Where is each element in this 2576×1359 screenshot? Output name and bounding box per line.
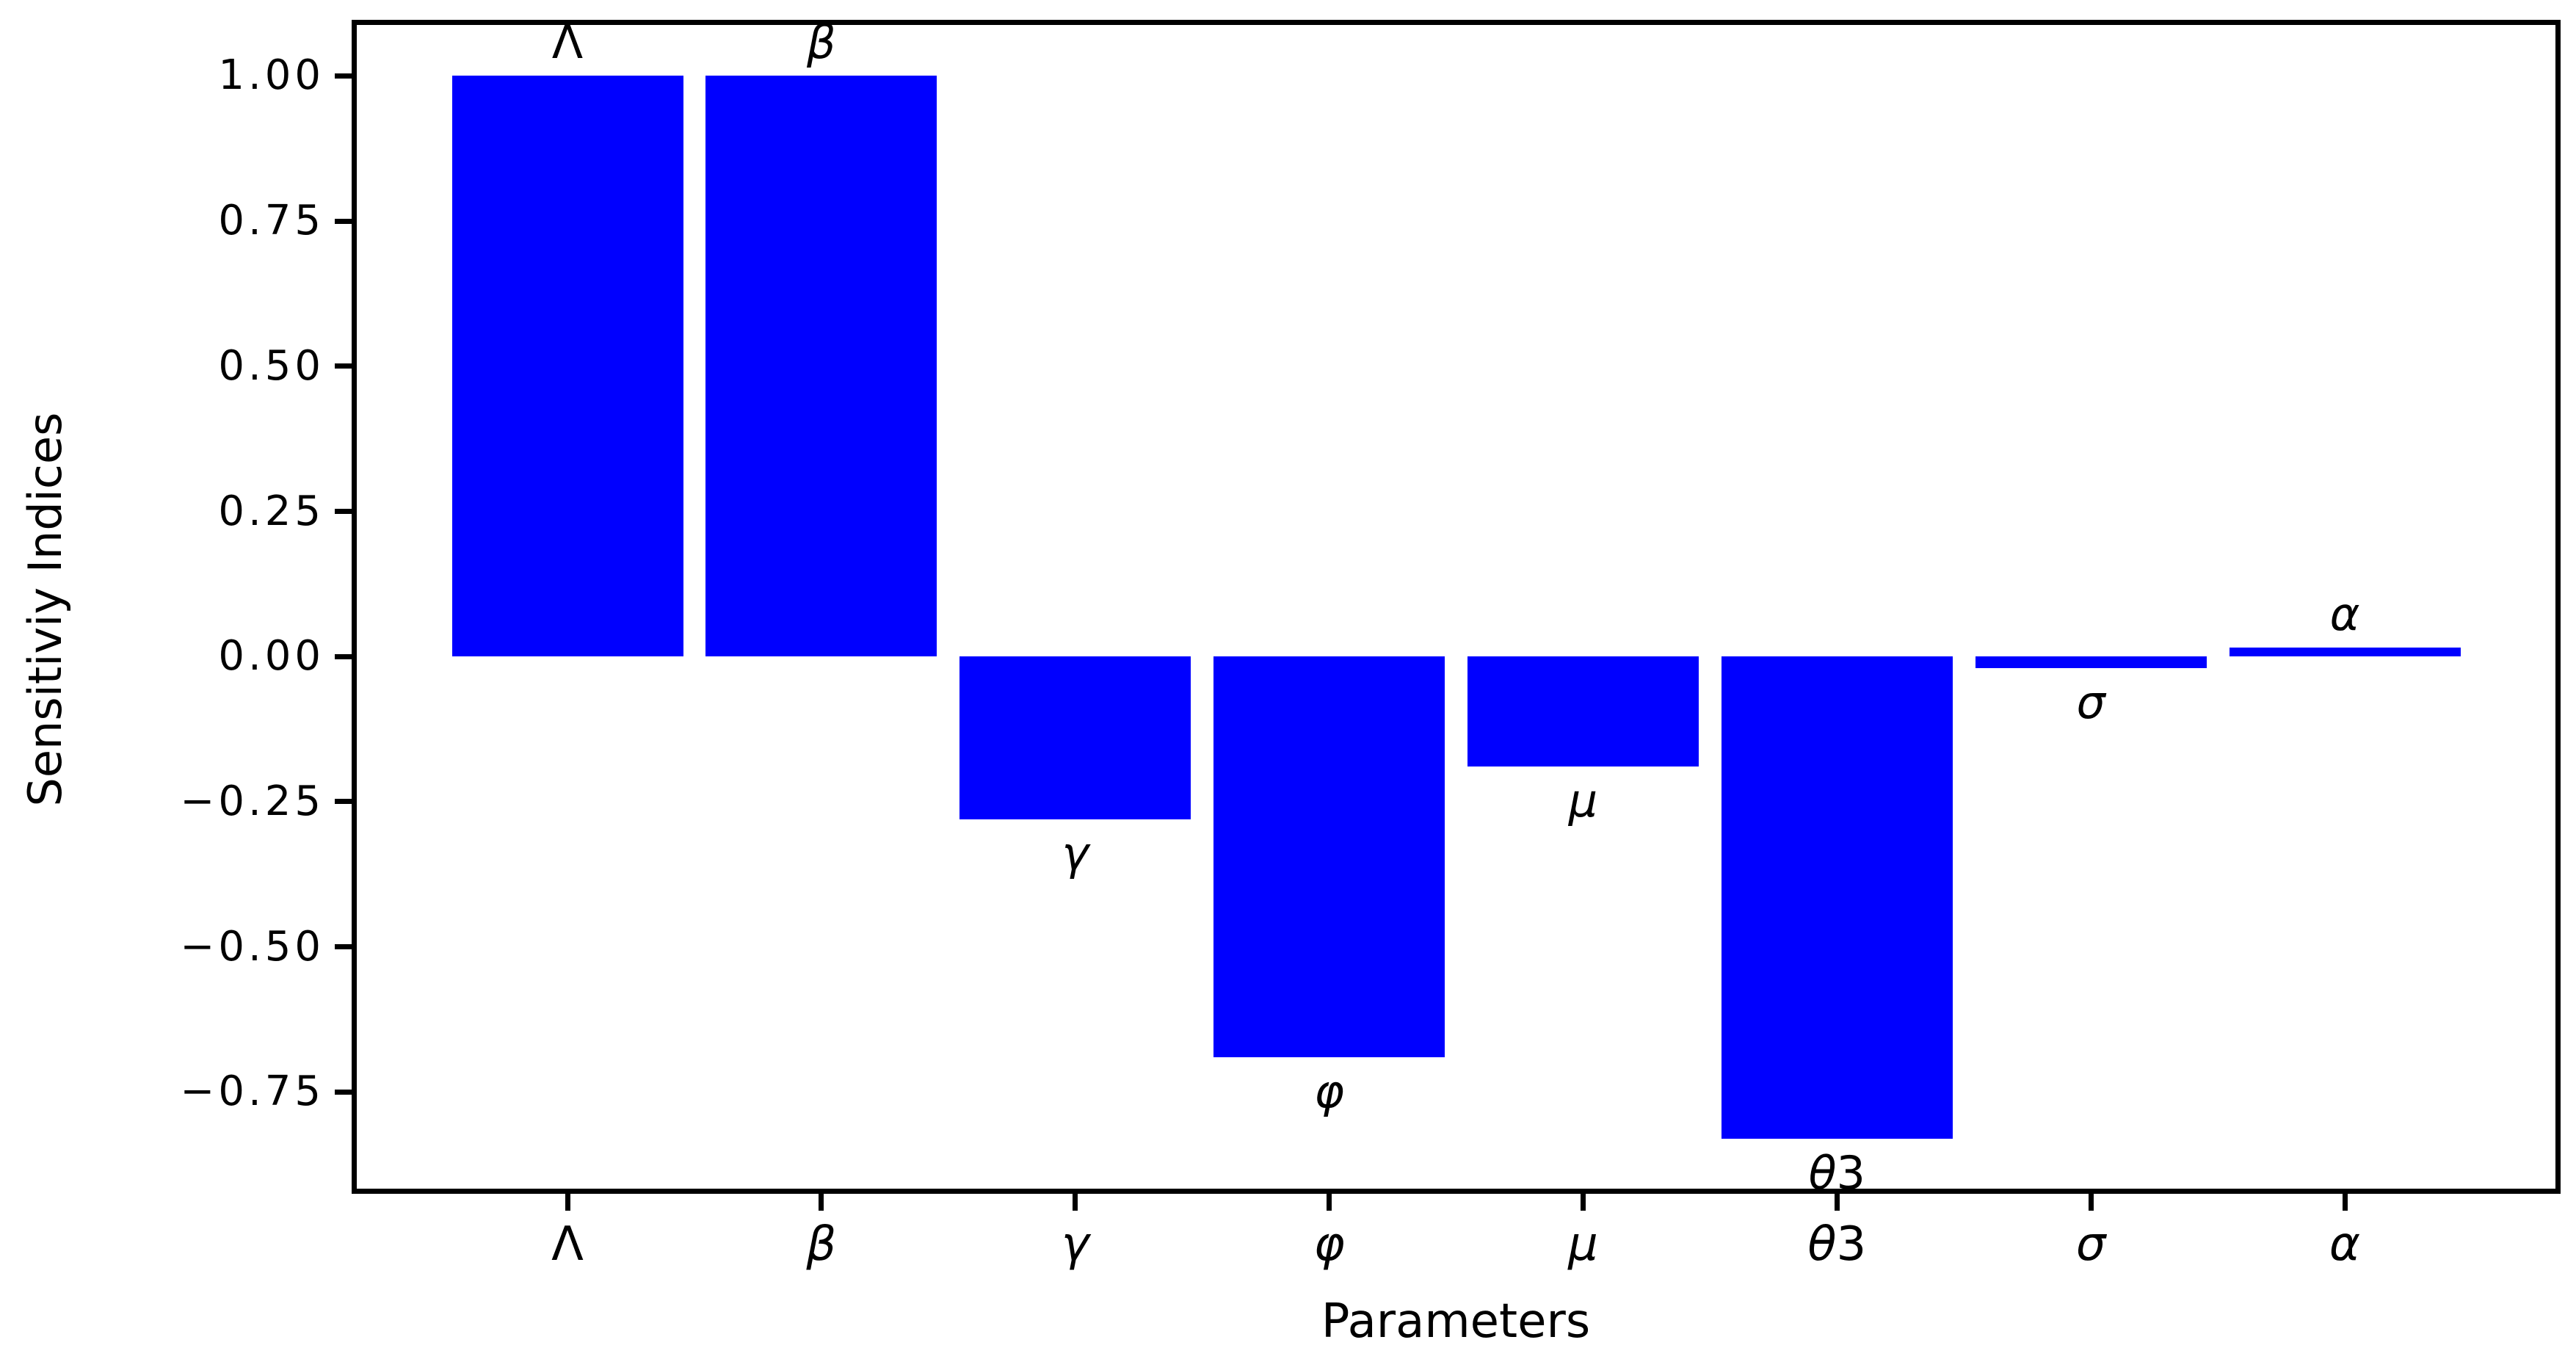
y-tick-mark — [335, 509, 354, 514]
y-tick-label: −0.50 — [180, 922, 324, 971]
y-tick-label: −0.25 — [180, 777, 324, 825]
x-tick-label-phi: φ — [1313, 1217, 1345, 1272]
y-tick-label: 0.50 — [218, 341, 324, 390]
bar-theta3 — [1721, 656, 1953, 1139]
bar-gamma — [959, 656, 1191, 819]
y-tick-label: 0.75 — [218, 197, 324, 245]
x-tick-label-sigma: σ — [2075, 1217, 2106, 1272]
bar-label-theta3: θ3 — [1808, 1145, 1865, 1200]
y-tick-mark — [335, 363, 354, 369]
bar-label-mu: μ — [1568, 774, 1598, 828]
bar-label-alpha: α — [2329, 587, 2360, 642]
bar-alpha — [2229, 648, 2461, 657]
bar-phi — [1213, 656, 1445, 1057]
x-tick-mark — [1580, 1192, 1586, 1211]
y-tick-mark — [335, 73, 354, 79]
x-axis-title: Parameters — [1321, 1294, 1591, 1349]
bar-mu — [1467, 656, 1699, 767]
x-tick-mark — [565, 1192, 570, 1211]
bar-lambda — [451, 76, 683, 657]
x-tick-label-gamma: γ — [1061, 1217, 1089, 1272]
y-tick-label: 0.25 — [218, 487, 324, 535]
y-tick-mark — [335, 653, 354, 659]
y-tick-mark — [335, 1089, 354, 1095]
x-tick-mark — [1073, 1192, 1078, 1211]
y-axis-title: Sensitiviy Indices — [18, 412, 72, 807]
x-tick-mark — [2088, 1192, 2094, 1211]
bar-label-gamma: γ — [1062, 826, 1089, 880]
x-tick-mark — [2342, 1192, 2348, 1211]
x-tick-mark — [819, 1192, 824, 1211]
y-tick-mark — [335, 218, 354, 224]
x-tick-label-beta: β — [806, 1217, 837, 1272]
x-tick-label-mu: μ — [1568, 1217, 1598, 1272]
x-tick-mark — [1327, 1192, 1332, 1211]
y-tick-label: −0.75 — [180, 1068, 324, 1116]
x-tick-label-lambda: Λ — [551, 1217, 584, 1272]
y-tick-mark — [335, 944, 354, 950]
bar-label-phi: φ — [1314, 1064, 1345, 1118]
x-tick-label-theta3: θ3 — [1807, 1217, 1867, 1272]
bar-beta — [705, 76, 937, 657]
y-tick-label: 1.00 — [218, 51, 324, 100]
bar-sigma — [1975, 656, 2207, 669]
bar-label-lambda: Λ — [551, 15, 584, 70]
y-tick-mark — [335, 799, 354, 805]
bar-label-sigma: σ — [2076, 675, 2105, 730]
y-tick-label: 0.00 — [218, 632, 324, 681]
bar-label-beta: β — [807, 15, 836, 70]
x-tick-label-alpha: α — [2329, 1217, 2361, 1272]
x-tick-mark — [1834, 1192, 1840, 1211]
